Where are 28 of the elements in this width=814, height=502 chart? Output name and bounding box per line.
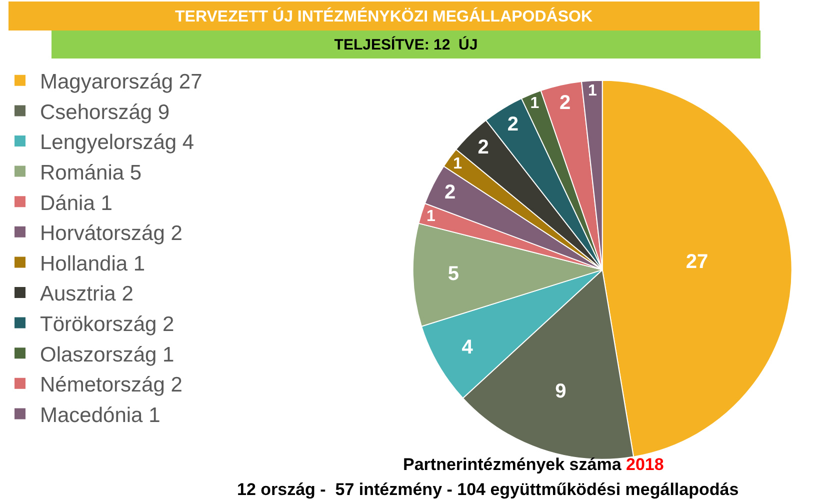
data-label: 4: [462, 336, 474, 359]
data-label: 1: [588, 81, 597, 100]
legend-label: Németország 2: [40, 374, 182, 397]
data-label: 1: [453, 154, 462, 172]
legend-label: Ausztria 2: [40, 282, 134, 306]
legend-label: Horvátország 2: [40, 222, 182, 246]
legend-label: Magyarország 27: [40, 70, 202, 94]
text: 12 ország - 57 intézmény - 104 együttműködési megállapodás: [237, 480, 739, 499]
data-label: 2: [507, 113, 519, 136]
data-label: 5: [448, 262, 460, 285]
data-label: 9: [555, 380, 566, 402]
data-label: 2: [559, 92, 571, 114]
legend-label: Lengyelország 4: [40, 131, 194, 154]
data-label: 1: [426, 207, 436, 226]
text: Partnerintézmények száma 2018: [403, 455, 664, 474]
legend-label: Csehország 9: [40, 100, 170, 124]
chart-subtitle: TELJESÍTVE: 12 ÚJ: [334, 36, 478, 54]
legend-label: Románia 5: [40, 161, 142, 184]
legend-label: Hollandia 1: [40, 252, 146, 276]
data-label: 1: [530, 94, 540, 112]
legend-label: Macedónia 1: [40, 404, 160, 427]
data-label: 2: [478, 136, 489, 158]
legend-label: Olaszország 1: [40, 343, 174, 366]
data-label: 27: [686, 250, 708, 273]
legend-label: Dánia 1: [40, 192, 112, 215]
legend-label: Törökország 2: [40, 312, 174, 336]
chart-title: TERVEZETT ÚJ INTÉZMÉNYKÖZI MEGÁLLAPODÁSOK: [175, 6, 593, 26]
data-label: 2: [444, 182, 456, 204]
